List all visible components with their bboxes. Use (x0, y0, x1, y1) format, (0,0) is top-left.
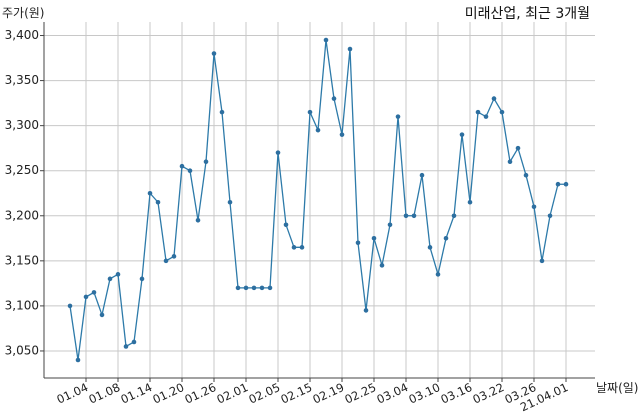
data-point (411, 213, 417, 219)
data-point (67, 303, 73, 309)
y-tick-label: 3,300 (5, 118, 39, 132)
data-point (107, 276, 113, 282)
data-point (219, 109, 225, 115)
data-point (203, 159, 209, 164)
data-point (323, 37, 329, 43)
data-point (91, 290, 97, 295)
y-tick-labels: 3,050 3,100 3,150 3,200 3,250 3,300 3,350 3,400 (5, 28, 39, 357)
data-point (563, 181, 569, 187)
data-point (387, 222, 393, 228)
data-point (515, 145, 521, 151)
data-point (227, 199, 233, 205)
y-tick-label: 3,050 (5, 343, 39, 357)
data-point (539, 258, 545, 264)
x-tick-label: 01.08 (86, 380, 122, 407)
data-point (131, 339, 137, 345)
data-point (179, 163, 185, 169)
data-point (315, 127, 321, 133)
data-point (123, 344, 129, 349)
data-point (419, 172, 425, 178)
data-point (251, 285, 257, 291)
data-point (155, 199, 161, 205)
x-tick-label: 03.04 (374, 380, 410, 407)
data-point (211, 51, 217, 56)
data-point (235, 285, 241, 291)
y-tick-label: 3,400 (5, 28, 39, 42)
x-tick-label: 02.25 (342, 380, 378, 407)
x-tick-label: 01.20 (150, 380, 186, 407)
data-point (507, 159, 513, 164)
data-point (171, 254, 177, 259)
data-point (331, 96, 337, 101)
y-axis-label: 주가(원) (2, 6, 44, 20)
data-point (467, 199, 473, 205)
data-point (99, 312, 105, 318)
y-tick-label: 3,150 (5, 253, 39, 267)
data-point (195, 217, 201, 223)
data-point (339, 132, 345, 137)
data-point (555, 181, 561, 187)
data-point (243, 285, 249, 291)
chart-title: 미래산업, 최근 3개월 (465, 6, 590, 22)
data-point (363, 308, 369, 313)
data-point (547, 213, 553, 219)
data-point (355, 240, 361, 246)
data-point (523, 172, 529, 178)
data-point (531, 204, 537, 210)
data-point (307, 109, 313, 115)
y-tick-label: 3,100 (5, 298, 39, 312)
price-points (67, 37, 569, 363)
data-point (491, 96, 497, 101)
data-point (75, 357, 81, 363)
x-tick-label: 02.19 (310, 380, 346, 407)
grid (40, 22, 595, 382)
y-tick-label: 3,200 (5, 208, 39, 222)
data-point (291, 245, 297, 250)
x-tick-label: 01.04 (54, 380, 90, 407)
data-point (163, 258, 169, 264)
data-point (299, 245, 305, 250)
data-point (379, 263, 385, 268)
data-point (147, 190, 153, 196)
x-tick-label: 03.10 (406, 380, 442, 407)
x-axis-label: 날짜(일) (596, 381, 638, 395)
data-point (187, 168, 193, 174)
data-point (259, 285, 265, 291)
y-tick-label: 3,250 (5, 163, 39, 177)
data-point (427, 245, 433, 250)
price-series-line (69, 39, 566, 361)
data-point (83, 294, 89, 300)
axes (43, 22, 595, 379)
x-tick-label: 01.14 (118, 380, 154, 407)
x-tick-label: 01.26 (182, 380, 218, 407)
data-point (267, 285, 273, 291)
data-point (459, 132, 465, 137)
data-point (475, 109, 481, 115)
data-point (347, 46, 353, 52)
data-point (443, 236, 449, 241)
data-point (403, 213, 409, 219)
x-tick-label: 03.22 (470, 380, 506, 407)
data-point (371, 236, 377, 241)
x-tick-label: 03.16 (438, 380, 474, 407)
data-point (115, 272, 121, 277)
data-point (435, 272, 441, 277)
x-tick-label: 02.01 (214, 380, 250, 407)
data-point (139, 276, 145, 282)
data-point (499, 109, 505, 115)
x-tick-label: 02.05 (246, 380, 282, 407)
data-point (483, 114, 489, 119)
x-tick-label: 02.15 (278, 380, 314, 407)
data-point (283, 222, 289, 228)
y-tick-label: 3,350 (5, 73, 39, 87)
data-point (451, 213, 457, 219)
data-point (395, 114, 401, 119)
x-tick-labels: 01.0401.0801.1401.2001.2602.0102.0502.15… (54, 380, 570, 414)
data-point (275, 150, 281, 155)
